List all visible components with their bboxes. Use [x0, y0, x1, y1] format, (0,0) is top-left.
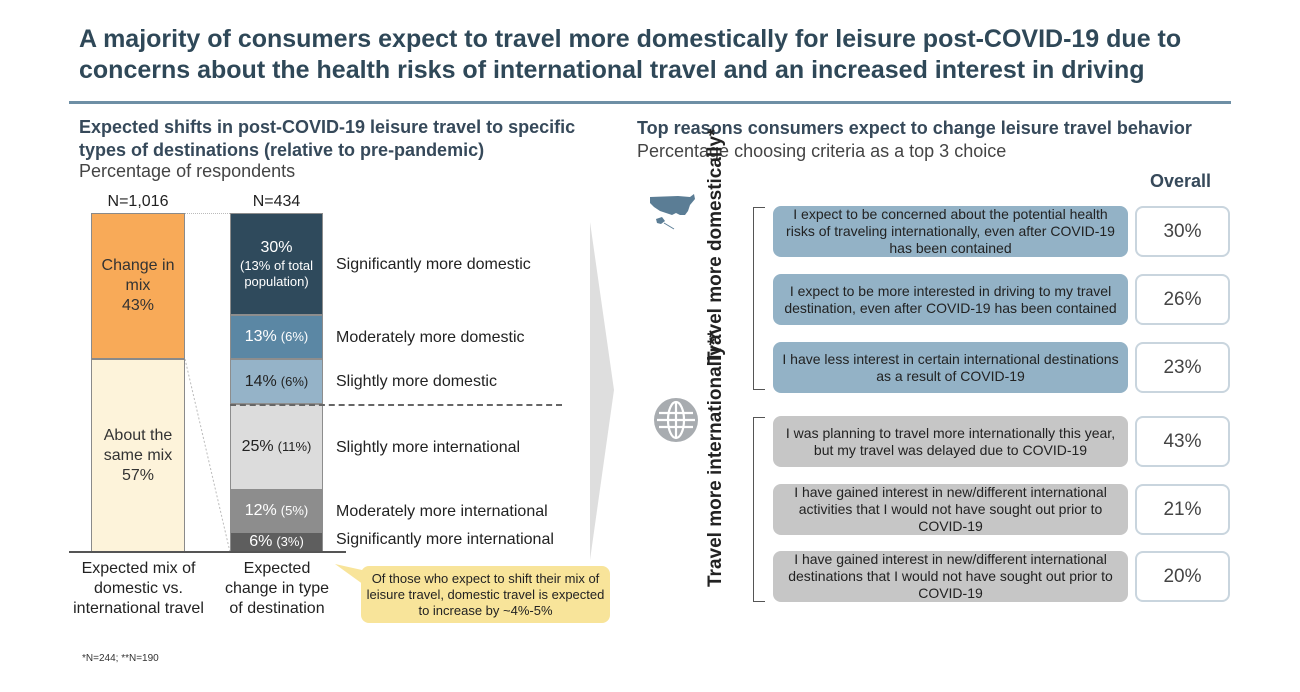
reason-row-international-2: I have gained interest in new/different …	[773, 484, 1128, 535]
bar-segment-change-in-mix: Change in mix 43%	[91, 213, 185, 359]
reason-value: 20%	[1135, 551, 1230, 602]
group-label-international: Travel more internationally**	[705, 330, 726, 587]
left-chart-subheading: Percentage of respondents	[79, 161, 296, 181]
category-label: Significantly more domestic	[336, 256, 531, 273]
category-label: Slightly more international	[336, 439, 521, 456]
bar-segment-significantly-international: 6% (3%)	[230, 532, 323, 552]
reason-row-domestic-1: I expect to be concerned about the poten…	[773, 206, 1128, 257]
globe-icon	[654, 398, 698, 442]
bar-segment-moderately-international: 12% (5%)	[230, 490, 323, 532]
reason-row-domestic-2: I expect to be more interested in drivin…	[773, 274, 1128, 325]
bar-segment-moderately-domestic: 13% (6%)	[230, 315, 323, 359]
bar2-axis-label: Expected change in type of destination	[224, 560, 330, 617]
segment-value: 13%	[244, 328, 277, 345]
category-label: Moderately more international	[336, 503, 548, 520]
bar2-n-label: N=434	[252, 193, 301, 210]
category-label: Slightly more domestic	[336, 373, 497, 390]
segment-value: 14%	[244, 372, 277, 390]
bar-segment-slightly-domestic: 14% (6%)	[230, 359, 323, 404]
overall-column-header: Overall	[1150, 171, 1212, 191]
segment-value: 6%	[249, 533, 273, 550]
reason-row-domestic-3: I have less interest in certain internat…	[773, 342, 1128, 393]
segment-subvalue: (6%)	[280, 329, 309, 344]
reason-value: 43%	[1135, 416, 1230, 467]
segment-subvalue: (6%)	[280, 373, 309, 389]
usa-map-icon	[650, 194, 695, 230]
connector-line-diagonal	[185, 359, 231, 553]
chart-baseline	[69, 551, 346, 553]
right-chart-heading: Top reasons consumers expect to change l…	[637, 118, 1192, 138]
callout-note: Of those who expect to shift their mix o…	[361, 566, 610, 623]
bar1-axis-label: Expected mix of domestic vs. internation…	[73, 560, 204, 617]
segment-subvalue: (5%)	[280, 503, 309, 518]
segment-label: Change in mix 43%	[101, 257, 175, 314]
bar-segment-significantly-domestic: 30% (13% of total population)	[230, 213, 323, 315]
segment-label: About the same mix 57%	[103, 426, 173, 484]
reason-value: 30%	[1135, 206, 1230, 257]
page-title: A majority of consumers expect to travel…	[79, 25, 1182, 84]
title-divider	[69, 101, 1231, 104]
footnote: *N=244; **N=190	[82, 653, 159, 664]
connector-line	[185, 213, 230, 214]
category-label: Significantly more international	[336, 531, 554, 548]
segment-subvalue: (13% of total population)	[240, 258, 313, 289]
category-label: Moderately more domestic	[336, 329, 525, 346]
bracket-domestic	[753, 207, 765, 390]
segment-value: 12%	[244, 502, 277, 519]
reason-value: 23%	[1135, 342, 1230, 393]
right-chart-subheading: Percentage choosing criteria as a top 3 …	[637, 141, 1007, 161]
bracket-international	[753, 417, 765, 602]
reason-value: 26%	[1135, 274, 1230, 325]
segment-value: 30%	[260, 239, 293, 256]
domestic-international-divider	[230, 404, 562, 406]
bar-segment-same-mix: About the same mix 57%	[91, 359, 185, 552]
reason-row-international-3: I have gained interest in new/different …	[773, 551, 1128, 602]
segment-subvalue: (3%)	[276, 534, 304, 549]
reason-row-international-1: I was planning to travel more internatio…	[773, 416, 1128, 467]
chevron-arrow-icon	[590, 222, 614, 560]
bar1-n-label: N=1,016	[107, 193, 169, 210]
bar-segment-slightly-international: 25% (11%)	[230, 404, 323, 490]
reason-value: 21%	[1135, 484, 1230, 535]
segment-value: 25%	[241, 438, 274, 455]
left-chart-heading: Expected shifts in post-COVID-19 leisure…	[79, 117, 576, 160]
segment-subvalue: (11%)	[277, 439, 312, 454]
